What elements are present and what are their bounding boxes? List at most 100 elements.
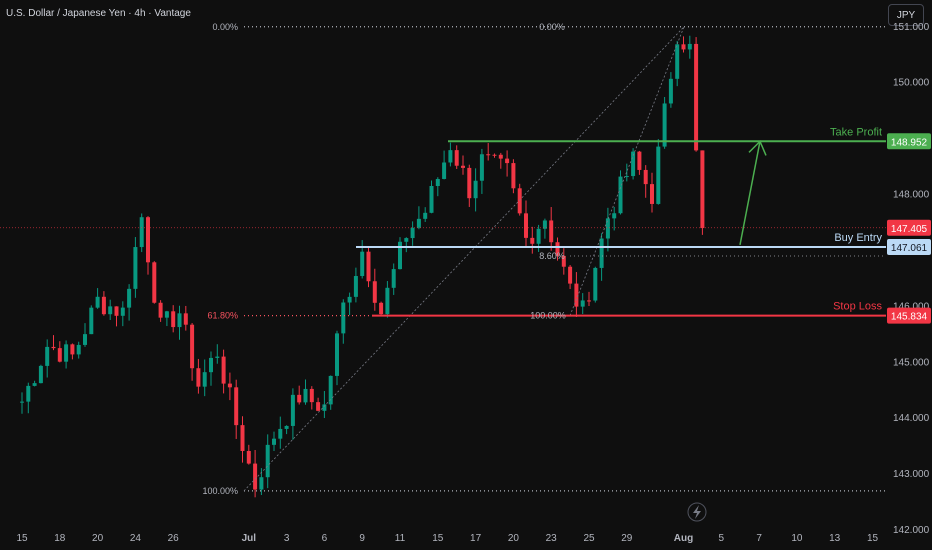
- take-profit-label: Take Profit: [830, 126, 882, 138]
- candle-body: [57, 348, 62, 362]
- candle-body: [435, 178, 440, 187]
- x-tick-label: Aug: [674, 533, 693, 544]
- candle-body: [272, 438, 276, 445]
- currency-button[interactable]: JPY: [888, 4, 924, 26]
- x-tick-label: 15: [867, 533, 879, 544]
- candle-body: [404, 238, 409, 242]
- candle-body: [681, 44, 686, 50]
- candle-body: [32, 383, 37, 386]
- candle-body: [498, 154, 503, 159]
- stop-loss-price-text: 145.834: [891, 312, 928, 323]
- buy-entry-price-tag: [887, 239, 931, 256]
- candle-body: [410, 227, 415, 239]
- x-tick-label: 20: [508, 533, 520, 544]
- candle-body: [190, 324, 195, 369]
- x-tick-label: 29: [621, 533, 633, 544]
- candle-body: [700, 150, 705, 229]
- candle-body: [687, 43, 692, 50]
- current-price-tag: [887, 219, 931, 236]
- candle-body: [341, 302, 346, 334]
- candle-body: [593, 267, 598, 301]
- candle-body: [215, 356, 220, 358]
- symbol-title: U.S. Dollar / Japanese Yen · 4h · Vantag…: [6, 8, 191, 19]
- candle-body: [240, 425, 245, 451]
- candle-body: [158, 302, 163, 318]
- candle-body: [587, 300, 591, 302]
- candle-body: [511, 163, 516, 189]
- candle-body: [183, 313, 188, 325]
- x-tick-label: 9: [359, 533, 365, 544]
- candle-body: [76, 344, 81, 355]
- stop-loss-price-tag: [887, 307, 931, 324]
- x-tick-label: 23: [546, 533, 558, 544]
- fib-trend-line: [243, 26, 685, 492]
- labels: 142.000 143.000 144.000 145.000 146.000 147.0…: [16, 22, 931, 544]
- candle-body: [416, 218, 421, 228]
- candle-body: [618, 176, 623, 214]
- fib-label: 100.00%: [530, 311, 566, 321]
- candle-body: [26, 385, 31, 402]
- y-tick-label: 145.000: [893, 357, 930, 368]
- lightning-icon-bolt: [693, 505, 701, 519]
- candle-body: [133, 247, 138, 289]
- x-tick-label: 15: [432, 533, 444, 544]
- x-tick-label: 20: [92, 533, 104, 544]
- candle-body: [379, 302, 384, 315]
- candle-body: [202, 372, 207, 387]
- candle-body: [574, 283, 579, 307]
- lightning-icon-ring: [687, 502, 707, 522]
- candle-body: [253, 463, 258, 490]
- candle-body: [524, 213, 528, 238]
- y-tick-label: 142.000: [893, 525, 930, 536]
- candle-body: [101, 296, 106, 315]
- x-tick-label: 24: [130, 533, 142, 544]
- projection-arrow: [739, 141, 761, 245]
- candle-body: [284, 425, 289, 429]
- take-profit-price-text: 148.952: [891, 137, 928, 148]
- candle-body: [309, 388, 314, 403]
- x-tick-label: 15: [16, 533, 28, 544]
- candle-body: [549, 220, 554, 243]
- overlays: [0, 26, 886, 492]
- take-profit-price-tag: [887, 133, 931, 150]
- candle-body: [492, 154, 497, 156]
- candle-body: [461, 165, 465, 168]
- candle-body: [662, 103, 667, 147]
- candle-body: [372, 281, 377, 303]
- fib-label: 0.00%: [539, 22, 565, 32]
- candle-body: [127, 288, 132, 308]
- candle-body: [536, 228, 541, 244]
- candle-body: [580, 300, 585, 307]
- candle-body: [246, 450, 251, 464]
- candle-body: [38, 365, 43, 384]
- lightning-icon: [687, 502, 707, 522]
- candle-body: [637, 151, 642, 170]
- x-tick-label: Jul: [242, 533, 257, 544]
- candle-body: [347, 296, 352, 303]
- candle-body: [45, 346, 50, 366]
- candle-body: [221, 356, 226, 384]
- x-tick-label: 17: [470, 533, 482, 544]
- x-tick-label: 18: [54, 533, 66, 544]
- candle-body: [196, 368, 201, 387]
- candle-body: [316, 402, 321, 411]
- candle-body: [353, 276, 358, 297]
- candle-body: [542, 220, 547, 229]
- candle-body: [385, 287, 390, 315]
- x-tick-label: 26: [168, 533, 180, 544]
- candle-body: [398, 241, 402, 270]
- buy-entry-price-text: 147.061: [891, 243, 928, 254]
- candle-body: [517, 188, 522, 214]
- candle-body: [83, 334, 87, 345]
- candle-body: [605, 218, 610, 239]
- candle-body: [95, 296, 100, 308]
- candle-body: [668, 78, 673, 104]
- candle-body: [643, 169, 648, 185]
- candle-body: [656, 146, 661, 204]
- candle-body: [265, 444, 270, 478]
- candle-body: [20, 401, 24, 403]
- candle-body: [278, 428, 283, 439]
- candle-body: [108, 306, 113, 315]
- candle-body: [259, 477, 264, 490]
